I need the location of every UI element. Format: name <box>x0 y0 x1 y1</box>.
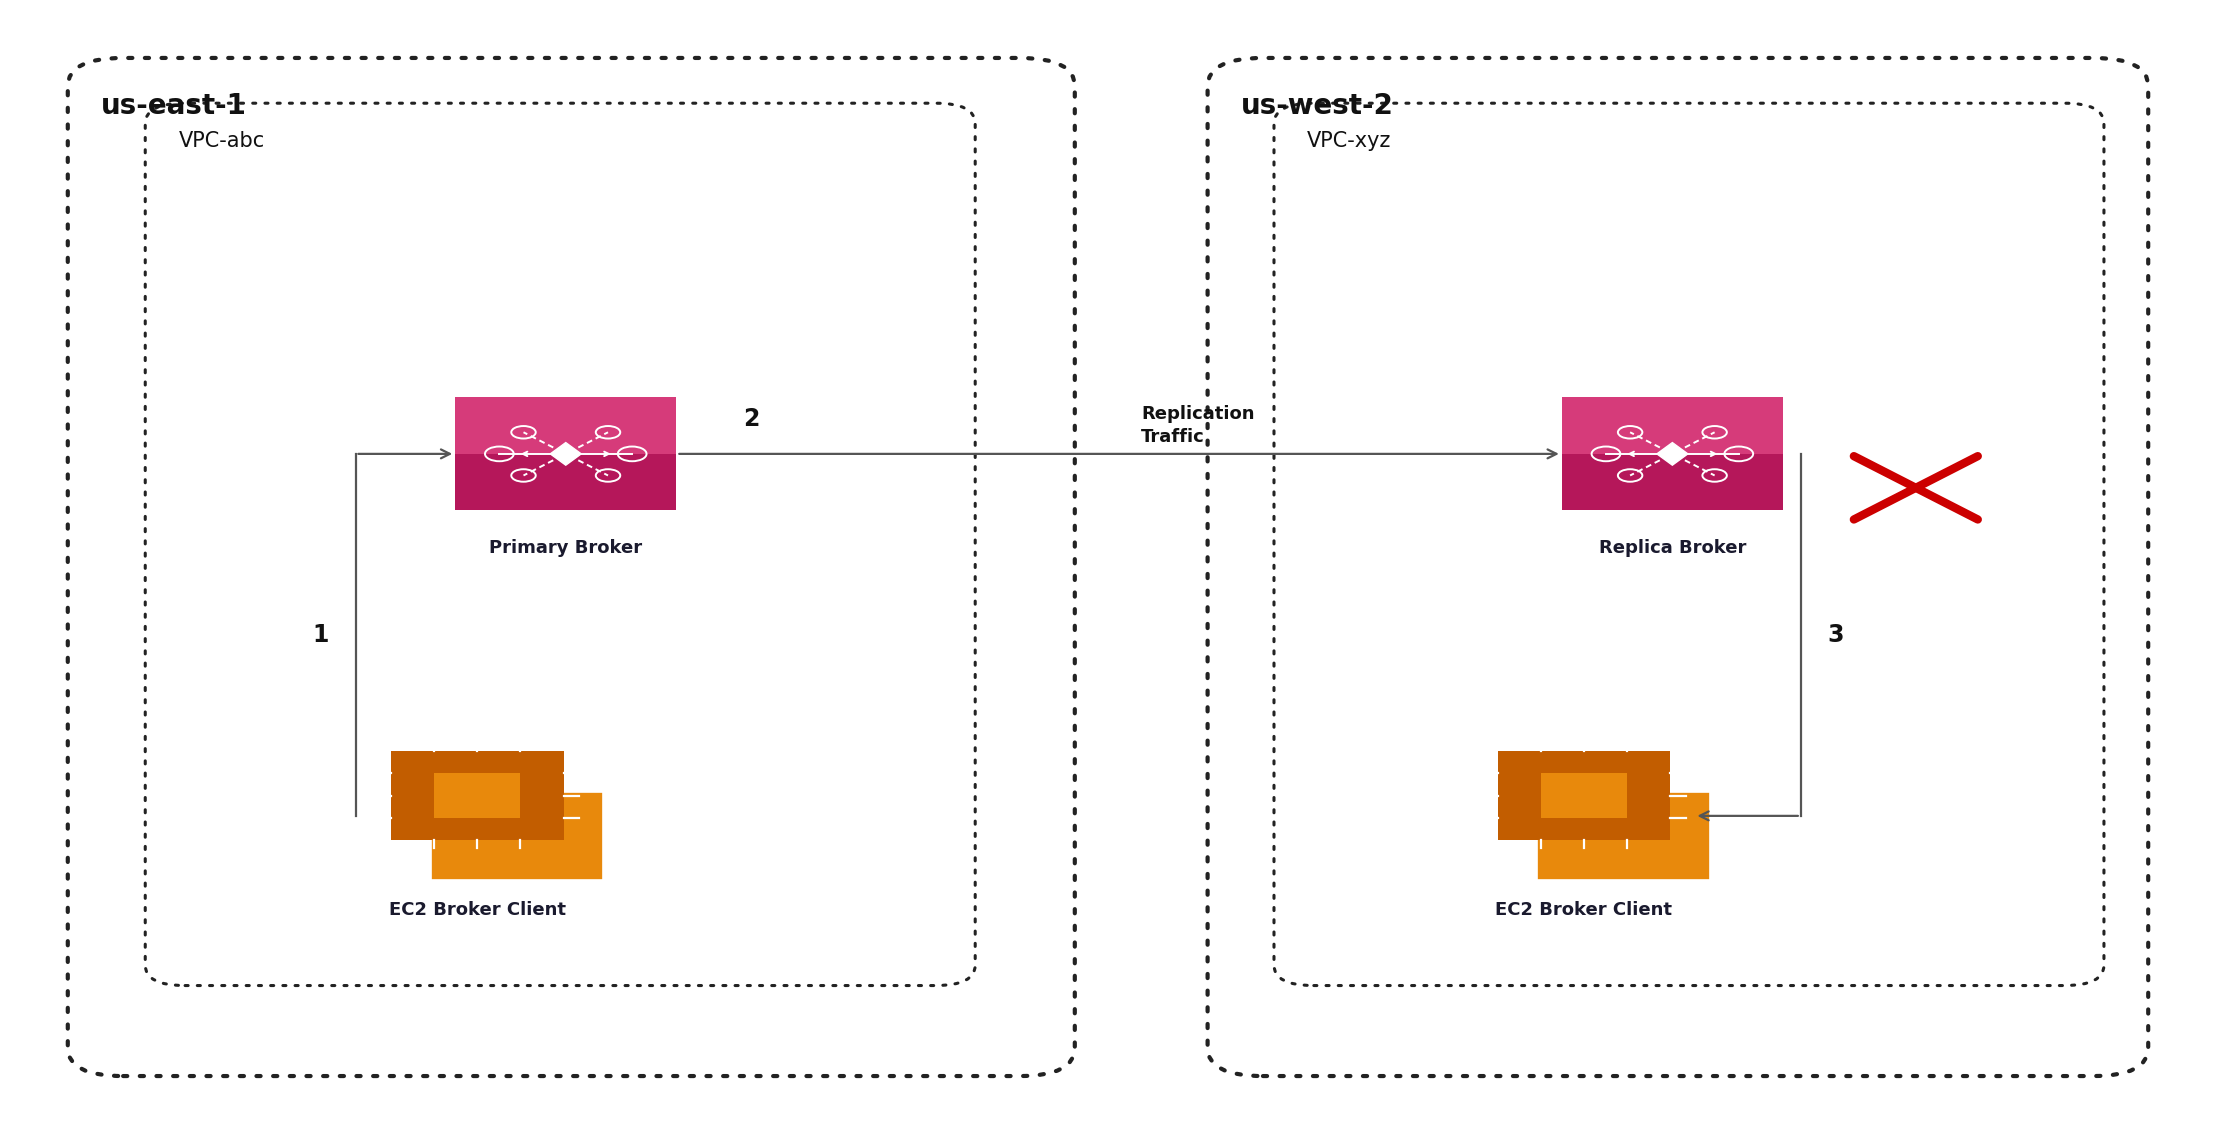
Text: 1: 1 <box>312 623 328 646</box>
FancyBboxPatch shape <box>1540 773 1627 818</box>
Text: us-east-1: us-east-1 <box>102 92 246 120</box>
FancyBboxPatch shape <box>390 752 563 839</box>
Polygon shape <box>550 442 581 465</box>
FancyBboxPatch shape <box>454 397 676 454</box>
Text: 3: 3 <box>1828 623 1844 646</box>
FancyBboxPatch shape <box>1538 793 1711 880</box>
Polygon shape <box>1658 442 1689 465</box>
Text: us-west-2: us-west-2 <box>1241 92 1394 120</box>
FancyBboxPatch shape <box>434 773 521 818</box>
FancyBboxPatch shape <box>454 454 676 510</box>
Text: 2: 2 <box>742 407 760 431</box>
Text: VPC-abc: VPC-abc <box>179 132 264 152</box>
FancyBboxPatch shape <box>1498 752 1671 839</box>
Text: Replication
Traffic: Replication Traffic <box>1141 405 1254 447</box>
FancyBboxPatch shape <box>430 793 603 880</box>
FancyBboxPatch shape <box>1562 454 1784 510</box>
Text: EC2 Broker Client: EC2 Broker Client <box>1496 900 1673 919</box>
Text: Replica Broker: Replica Broker <box>1598 539 1746 557</box>
FancyBboxPatch shape <box>1562 397 1784 454</box>
Text: EC2 Broker Client: EC2 Broker Client <box>388 900 565 919</box>
Text: Primary Broker: Primary Broker <box>490 539 643 557</box>
Text: VPC-xyz: VPC-xyz <box>1307 132 1392 152</box>
